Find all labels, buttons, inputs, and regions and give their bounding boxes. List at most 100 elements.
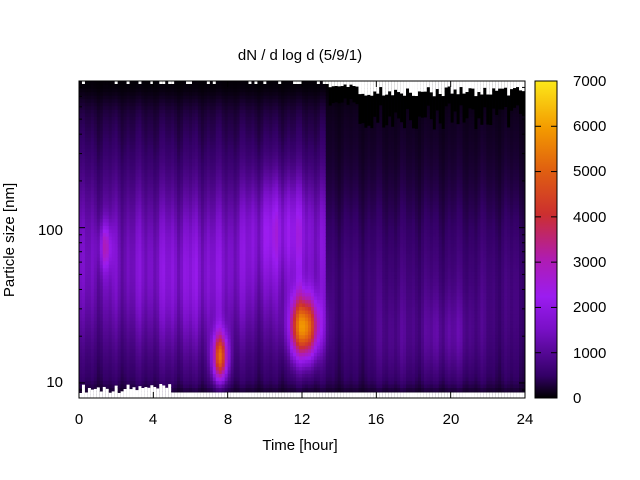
heatmap-cell (126, 102, 131, 107)
heatmap-cell (84, 179, 89, 184)
heatmap-cell (150, 228, 154, 234)
heatmap-cell (183, 253, 187, 258)
heatmap-cell (141, 302, 146, 308)
heatmap-cell (212, 362, 217, 367)
heatmap-cell (236, 324, 241, 329)
heatmap-cell (203, 179, 208, 184)
heatmap-cell (123, 348, 128, 353)
heatmap-cell (203, 345, 208, 350)
heatmap-cell (147, 116, 151, 121)
heatmap-cell (215, 250, 220, 255)
heatmap-cell (108, 221, 113, 227)
heatmap-cell (111, 112, 116, 117)
heatmap-cell (153, 81, 157, 86)
heatmap-cell (233, 140, 238, 145)
heatmap-cell (209, 207, 214, 212)
heatmap-cell (224, 288, 229, 293)
heatmap-cell (209, 281, 214, 286)
heatmap-cell (144, 112, 148, 117)
heatmap-cell (200, 116, 205, 121)
heatmap-cell (191, 81, 196, 86)
heatmap-cell (105, 302, 110, 308)
heatmap-cell (96, 338, 101, 343)
heatmap-cell (233, 257, 238, 262)
heatmap-cell (230, 225, 235, 230)
heatmap-cell (215, 112, 220, 117)
heatmap-cell (227, 243, 232, 248)
heatmap-cell (93, 95, 98, 100)
heatmap-cell (183, 306, 187, 311)
heatmap-cell (203, 267, 208, 272)
heatmap-cell (96, 345, 101, 350)
heatmap-cell (126, 228, 131, 234)
heatmap-cell (203, 119, 208, 124)
heatmap-cell (132, 362, 137, 367)
heatmap-cell (84, 221, 89, 227)
heatmap-cell (212, 218, 217, 223)
heatmap-cell (99, 116, 104, 121)
heatmap-cell (150, 207, 154, 212)
heatmap-cell (141, 172, 146, 177)
heatmap-cell (165, 320, 169, 325)
heatmap-cell (197, 81, 202, 86)
heatmap-cell (218, 264, 223, 269)
heatmap-cell (123, 140, 128, 145)
heatmap-cell (233, 264, 238, 269)
heatmap-cell (150, 183, 154, 188)
heatmap-cell (84, 362, 89, 367)
heatmap-cell (144, 334, 148, 339)
heatmap-cell (159, 123, 163, 128)
heatmap-cell (156, 243, 160, 248)
heatmap-cell (165, 84, 169, 89)
heatmap-cell (162, 362, 166, 367)
heatmap-cell (90, 313, 95, 318)
heatmap-cell (141, 257, 146, 262)
heatmap-cell (191, 91, 196, 96)
heatmap-cell (132, 366, 137, 371)
heatmap-cell (81, 334, 86, 339)
heatmap-cell (81, 162, 86, 167)
heatmap-cell (203, 165, 208, 170)
heatmap-cell (197, 176, 202, 181)
heatmap-cell (191, 154, 196, 160)
heatmap-cell (221, 292, 226, 297)
heatmap-cell (99, 91, 104, 96)
heatmap-cell (150, 154, 154, 160)
heatmap-cell (123, 91, 128, 96)
heatmap-cell (156, 331, 160, 336)
heatmap-cell (96, 366, 101, 371)
heatmap-cell (194, 288, 199, 293)
heatmap-cell (215, 253, 220, 258)
heatmap-cell (129, 302, 134, 308)
heatmap-cell (117, 257, 122, 262)
heatmap-cell (189, 295, 193, 300)
heatmap-cell (99, 376, 104, 381)
heatmap-cell (120, 313, 125, 318)
heatmap-cell (197, 144, 202, 149)
heatmap-cell (221, 218, 226, 223)
heatmap-cell (123, 345, 128, 350)
heatmap-cell (99, 348, 104, 353)
heatmap-cell (206, 376, 211, 381)
heatmap-cell (105, 218, 110, 223)
heatmap-cell (162, 348, 166, 353)
heatmap-cell (165, 235, 169, 241)
heatmap-cell (168, 95, 172, 100)
heatmap-cell (111, 214, 116, 219)
heatmap-cell (144, 193, 148, 198)
heatmap-cell (165, 221, 169, 227)
heatmap-cell (150, 116, 154, 121)
heatmap-cell (168, 147, 172, 153)
heatmap-cell (111, 352, 116, 357)
heatmap-cell (111, 369, 116, 374)
heatmap-cell (153, 147, 157, 153)
heatmap-cell (84, 369, 89, 374)
heatmap-cell (81, 200, 86, 205)
heatmap-cell (197, 355, 202, 360)
heatmap-cell (180, 292, 184, 297)
heatmap-cell (141, 183, 146, 188)
heatmap-cell (117, 109, 122, 114)
heatmap-cell (123, 380, 128, 385)
heatmap-cell (236, 169, 241, 174)
heatmap-cell (194, 137, 199, 142)
